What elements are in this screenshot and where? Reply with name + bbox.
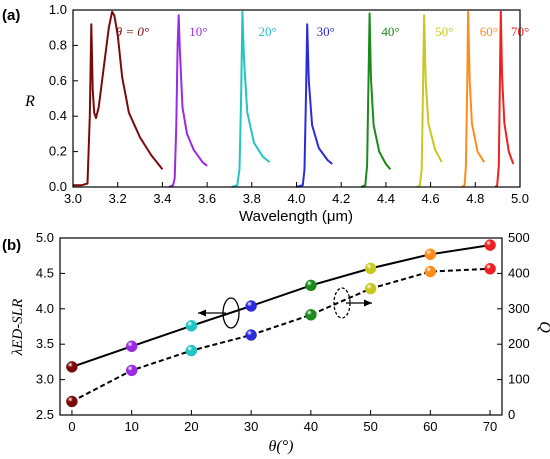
panel-a-x-tick-label: 4.4	[377, 191, 395, 206]
panel-a-series-label: 30°	[317, 24, 335, 39]
panel-a-x-tick-label: 3.0	[64, 191, 82, 206]
panel-b-x-tick-label: 0	[68, 419, 75, 434]
panel-b-lambda-point	[305, 279, 317, 292]
panel-b-ylabel: λED-SLR	[10, 299, 26, 357]
panel-a-lines	[73, 10, 515, 188]
panel-b-y-tick-label: 3.0	[36, 372, 54, 387]
panel-b: (b) 0 10 20 30 40 50 60 70 2.5 3.0 3.5 4.0 4.5 5.0 0…	[2, 230, 550, 455]
panel-b-q-point	[185, 344, 198, 357]
panel-b-xlabel: θ(°)	[269, 438, 294, 455]
panel-a-x-tick-label: 4.6	[422, 191, 440, 206]
panel-b-lambda-point	[484, 239, 496, 251]
panel-b-q-point	[364, 282, 377, 295]
panel-b-y-tick-label: 4.0	[36, 301, 54, 316]
panel-b-y2-tick-label: 0	[508, 407, 515, 422]
panel-b-q-point	[484, 263, 496, 275]
panel-a-series-line	[168, 14, 208, 188]
panel-b-y-tick-label: 2.5	[36, 407, 54, 422]
left-axis-indicator	[198, 297, 240, 329]
panel-a-series-label: 40°	[381, 24, 399, 39]
panel-b-y2-tick-label: 100	[508, 372, 530, 387]
panel-b-lines	[71, 244, 491, 403]
panel-b-q-point	[66, 395, 78, 408]
panel-a-series-label: 10°	[189, 24, 207, 39]
panel-a-x-tick-label: 4.0	[287, 191, 305, 206]
panel-a-x-tick-label: 4.8	[466, 191, 484, 206]
panel-b-x-tick-label: 40	[304, 419, 318, 434]
panel-a-x-tick-label: 3.2	[109, 191, 127, 206]
panel-a: (a) θ = 0° 10° 20° 30° 40° 50° 60° 70° 3.0 3.2 3.…	[2, 2, 529, 225]
panel-b-lambda-point	[424, 248, 437, 261]
panel-a-series-label: θ = 0°	[116, 24, 149, 39]
panel-a-label: (a)	[2, 7, 20, 24]
panel-b-x-ticks: 0 10 20 30 40 50 60 70	[68, 410, 497, 434]
panel-b-lambda-point	[125, 340, 138, 353]
panel-a-y-tick-label: 0.4	[49, 108, 67, 123]
panel-a-series-label: 60°	[480, 24, 498, 39]
panel-b-y-tick-label: 5.0	[36, 230, 54, 245]
panel-a-x-tick-label: 4.2	[332, 191, 350, 206]
panel-a-y-tick-label: 0.2	[49, 144, 67, 159]
panel-b-x-tick-label: 10	[124, 419, 138, 434]
panel-b-lambda-point	[364, 262, 377, 275]
panel-a-y-ticks: 0.0 0.2 0.4 0.6 0.8 1.0	[49, 2, 78, 194]
panel-b-y-ticks: 2.5 3.0 3.5 4.0 4.5 5.0	[36, 230, 65, 422]
panel-b-q-point	[245, 329, 257, 341]
panel-b-y2-tick-label: 300	[508, 301, 530, 316]
panel-a-x-tick-label: 5.0	[511, 191, 529, 206]
panel-a-xlabel: Wavelength (μm)	[239, 208, 353, 225]
panel-b-lambda-line	[71, 244, 491, 368]
panel-a-x-tick-label: 3.8	[243, 191, 261, 206]
panel-b-x-tick-label: 60	[423, 419, 437, 434]
panel-a-series-line	[296, 23, 333, 188]
panel-b-points	[66, 239, 496, 408]
panel-b-x-tick-label: 30	[244, 419, 258, 434]
panel-a-y-tick-label: 0.0	[49, 179, 67, 194]
panel-a-x-tick-label: 3.4	[153, 191, 171, 206]
panel-a-y-tick-label: 0.6	[49, 73, 67, 88]
panel-b-y2-tick-label: 200	[508, 336, 530, 351]
panel-b-label: (b)	[2, 237, 21, 254]
panel-a-y-tick-label: 1.0	[49, 2, 67, 17]
panel-a-y-tick-label: 0.8	[49, 37, 67, 52]
panel-b-y-tick-label: 4.5	[36, 265, 54, 280]
panel-a-series-line	[73, 10, 164, 187]
panel-b-frame	[59, 237, 503, 416]
panel-b-q-point	[424, 265, 437, 278]
right-axis-indicator	[333, 287, 372, 319]
panel-b-x-tick-label: 20	[184, 419, 198, 434]
panel-a-series-line	[494, 10, 515, 188]
panel-a-series-line	[360, 12, 392, 188]
panel-b-y2label: Q	[536, 321, 550, 333]
panel-b-y-tick-label: 3.5	[36, 336, 54, 351]
panel-b-x-tick-label: 70	[483, 419, 497, 434]
panel-b-y2-tick-label: 400	[508, 265, 530, 280]
panel-a-x-ticks: 3.0 3.2 3.4 3.6 3.8 4.0 4.2 4.4 4.6 4.8 5.0	[64, 182, 529, 206]
panel-b-lambda-point	[245, 300, 257, 312]
panel-b-lambda-point	[66, 361, 78, 373]
panel-b-x-tick-label: 50	[363, 419, 377, 434]
panel-b-q-line	[71, 267, 491, 403]
panel-b-q-point	[125, 364, 138, 377]
panel-b-y2-ticks: 0 100 200 300 400 500	[497, 230, 530, 422]
panel-a-ylabel: R	[24, 93, 35, 110]
panel-a-series-line	[231, 10, 271, 188]
panel-a-series-line	[461, 10, 486, 188]
panel-a-series-label: 20°	[259, 24, 277, 39]
panel-b-y2-tick-label: 500	[508, 230, 530, 245]
panel-a-series-line	[416, 14, 443, 188]
panel-a-x-tick-label: 3.6	[198, 191, 216, 206]
panel-a-series-labels: θ = 0° 10° 20° 30° 40° 50° 60° 70°	[116, 24, 530, 39]
panel-b-q-point	[305, 309, 317, 321]
panel-b-lambda-point	[185, 320, 198, 332]
panel-a-series-label: 50°	[435, 24, 453, 39]
